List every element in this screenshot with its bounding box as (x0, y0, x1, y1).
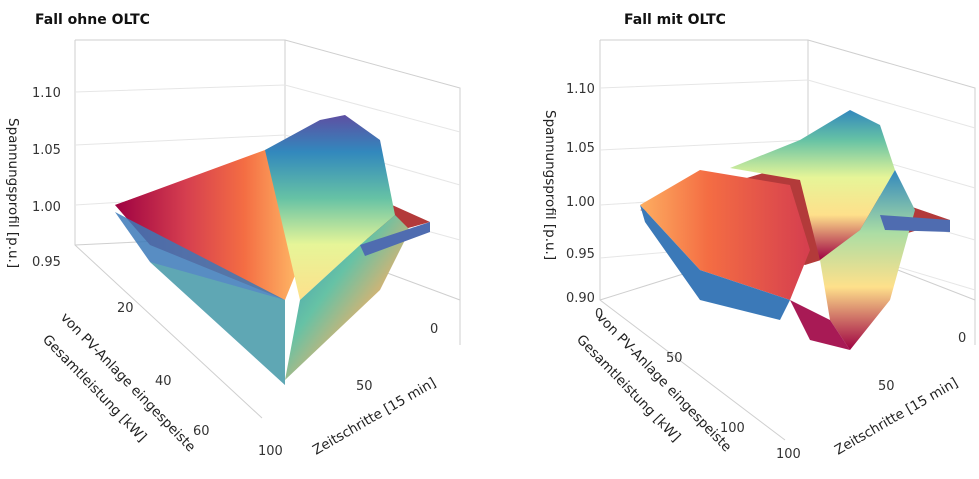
x-tick-label: 0 (430, 322, 438, 337)
x-axis-label: Zeitschritte [15 min] (832, 375, 961, 459)
z-tick-label: 0.90 (566, 291, 595, 306)
surface (640, 110, 950, 350)
y-tick-labels: 20 40 60 (117, 301, 210, 439)
z-tick-label: 1.05 (32, 143, 61, 158)
y-tick-labels: 0 50 100 (595, 307, 745, 436)
z-axis-label: Spannungsprofil [p.u.] (542, 110, 558, 260)
z-tick-label: 0.95 (32, 255, 61, 270)
z-tick-labels: 1.10 1.05 1.00 0.95 0.90 (566, 82, 595, 306)
y-tick-label: 60 (193, 424, 210, 439)
z-tick-label: 1.10 (32, 86, 61, 101)
x-tick-label: 100 (258, 444, 283, 459)
z-tick-label: 1.00 (32, 200, 61, 215)
chart-title: Fall ohne OLTC (35, 12, 150, 28)
x-tick-labels: 0 50 100 (258, 322, 438, 459)
x-tick-label: 0 (958, 331, 966, 346)
z-tick-label: 1.00 (566, 195, 595, 210)
x-tick-label: 50 (356, 379, 373, 394)
z-tick-label: 1.10 (566, 82, 595, 97)
y-tick-label: 40 (155, 374, 172, 389)
x-axis-label: Zeitschritte [15 min] (310, 375, 439, 459)
y-tick-label: 20 (117, 301, 134, 316)
y-tick-label: 0 (595, 307, 603, 322)
y-tick-label: 100 (720, 421, 745, 436)
x-tick-labels: 0 50 100 (776, 331, 966, 462)
z-axis-label: Spannungsprofil [p.u.] (5, 118, 21, 268)
z-tick-label: 0.95 (566, 247, 595, 262)
chart-title: Fall mit OLTC (624, 12, 726, 28)
surface (115, 115, 430, 385)
x-tick-label: 50 (878, 379, 895, 394)
chart-left: Fall ohne OLTC 1.10 1.05 1.00 0.95 Spann… (5, 12, 461, 459)
x-tick-label: 100 (776, 447, 801, 462)
chart-right: Fall mit OLTC 1.10 1.05 1.00 0.95 0.90 S… (542, 12, 976, 462)
z-tick-labels: 1.10 1.05 1.00 0.95 (32, 86, 61, 270)
y-tick-label: 50 (666, 351, 683, 366)
z-tick-label: 1.05 (566, 141, 595, 156)
